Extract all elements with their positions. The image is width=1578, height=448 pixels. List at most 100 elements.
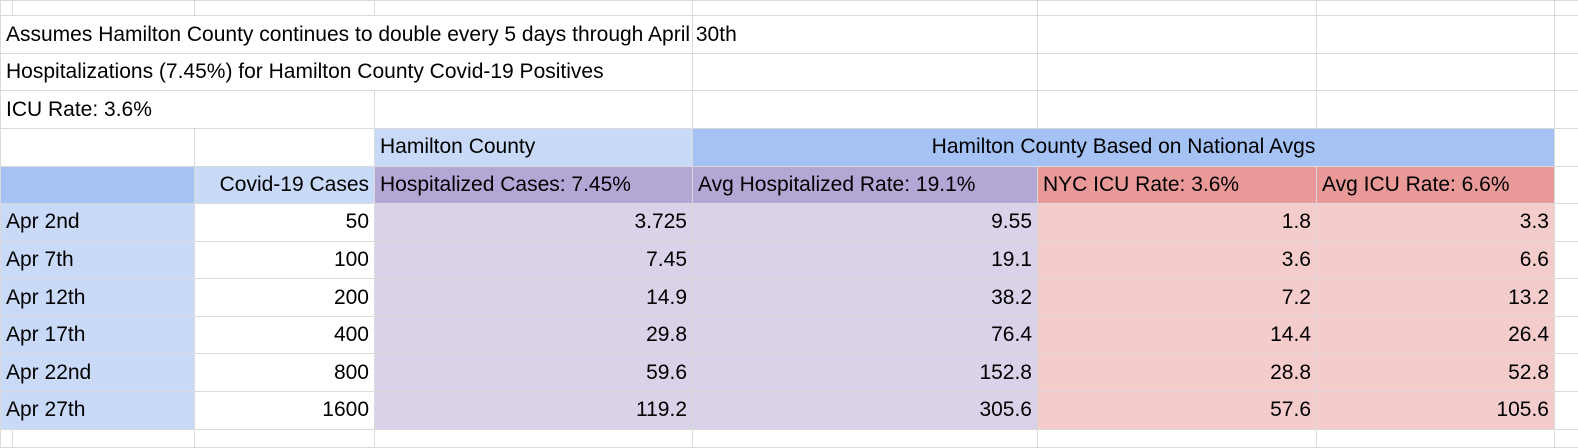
row-date[interactable]: Apr 7th [0, 240, 195, 280]
cell[interactable] [1554, 203, 1578, 242]
table-row: Apr 2nd 50 3.725 9.55 1.8 3.3 [0, 203, 1578, 242]
cell[interactable] [1316, 0, 1555, 17]
table-row: Apr 27th 1600 119.2 305.6 57.6 105.6 [0, 391, 1578, 430]
cell-avg-hospitalized[interactable]: 152.8 [692, 353, 1038, 393]
note-hospitalization-rate[interactable]: Hospitalizations (7.45%) for Hamilton Co… [0, 52, 693, 92]
cell-covid-cases[interactable]: 50 [194, 203, 375, 242]
cell[interactable] [1037, 0, 1317, 17]
sheet-row-blank-bottom [0, 428, 1578, 448]
cell[interactable] [1554, 315, 1578, 355]
cell[interactable] [194, 0, 375, 17]
cell-covid-cases[interactable]: 1600 [194, 391, 375, 430]
cell[interactable] [1316, 90, 1555, 129]
cell[interactable] [1554, 240, 1578, 280]
cell-covid-cases[interactable]: 100 [194, 240, 375, 280]
note-icu-rate[interactable]: ICU Rate: 3.6% [0, 90, 375, 129]
cell-covid-cases[interactable]: 400 [194, 315, 375, 355]
sheet-row-note-1: Assumes Hamilton County continues to dou… [0, 15, 1578, 54]
cell[interactable] [692, 90, 1038, 129]
cell[interactable] [12, 0, 195, 17]
header-covid-cases[interactable]: Covid-19 Cases [194, 165, 375, 205]
cell[interactable] [12, 428, 195, 448]
cell-nyc-icu[interactable]: 3.6 [1037, 240, 1317, 280]
cell[interactable] [1554, 90, 1578, 129]
cell[interactable] [194, 428, 375, 448]
cell-avg-icu[interactable]: 3.3 [1316, 203, 1555, 242]
cell-hospitalized[interactable]: 3.725 [374, 203, 693, 242]
row-date[interactable]: Apr 2nd [0, 203, 195, 242]
cell[interactable] [692, 428, 1038, 448]
cell[interactable] [1554, 0, 1578, 17]
cell-avg-icu[interactable]: 52.8 [1316, 353, 1555, 393]
table-row: Apr 17th 400 29.8 76.4 14.4 26.4 [0, 315, 1578, 355]
cell-avg-hospitalized[interactable]: 38.2 [692, 278, 1038, 317]
header-avg-icu-rate[interactable]: Avg ICU Rate: 6.6% [1316, 165, 1555, 205]
cell-avg-icu[interactable]: 13.2 [1316, 278, 1555, 317]
row-date[interactable]: Apr 12th [0, 278, 195, 317]
cell[interactable] [692, 52, 1038, 92]
cell-covid-cases[interactable]: 200 [194, 278, 375, 317]
cell[interactable] [1554, 278, 1578, 317]
header-date-column[interactable] [0, 165, 195, 205]
cell[interactable] [374, 90, 693, 129]
cell-avg-hospitalized[interactable]: 9.55 [692, 203, 1038, 242]
header-avg-hospitalized-rate[interactable]: Avg Hospitalized Rate: 19.1% [692, 165, 1038, 205]
table-row: Apr 22nd 800 59.6 152.8 28.8 52.8 [0, 353, 1578, 393]
table-row: Apr 12th 200 14.9 38.2 7.2 13.2 [0, 278, 1578, 317]
cell[interactable] [374, 0, 693, 17]
header-hospitalized-cases[interactable]: Hospitalized Cases: 7.45% [374, 165, 693, 205]
cell-hospitalized[interactable]: 29.8 [374, 315, 693, 355]
cell-nyc-icu[interactable]: 57.6 [1037, 391, 1317, 430]
cell[interactable] [1037, 428, 1317, 448]
row-date[interactable]: Apr 22nd [0, 353, 195, 393]
cell[interactable] [692, 15, 1038, 54]
group-header-national-avgs[interactable]: Hamilton County Based on National Avgs [692, 127, 1555, 167]
cell-nyc-icu[interactable]: 1.8 [1037, 203, 1317, 242]
cell-hospitalized[interactable]: 119.2 [374, 391, 693, 430]
sheet-row-group-headers: Hamilton County Hamilton County Based on… [0, 127, 1578, 167]
cell-nyc-icu[interactable]: 7.2 [1037, 278, 1317, 317]
sheet-row-blank-top [0, 0, 1578, 17]
cell-avg-icu[interactable]: 6.6 [1316, 240, 1555, 280]
cell-hospitalized[interactable]: 7.45 [374, 240, 693, 280]
cell[interactable] [1554, 165, 1578, 205]
cell-hospitalized[interactable]: 59.6 [374, 353, 693, 393]
cell[interactable] [1554, 127, 1578, 167]
row-date[interactable]: Apr 17th [0, 315, 195, 355]
cell-nyc-icu[interactable]: 28.8 [1037, 353, 1317, 393]
cell-avg-icu[interactable]: 26.4 [1316, 315, 1555, 355]
sheet-row-note-3: ICU Rate: 3.6% [0, 90, 1578, 129]
cell[interactable] [1037, 15, 1317, 54]
cell[interactable] [0, 428, 13, 448]
row-date[interactable]: Apr 27th [0, 391, 195, 430]
cell-hospitalized[interactable]: 14.9 [374, 278, 693, 317]
cell-avg-hospitalized[interactable]: 76.4 [692, 315, 1038, 355]
cell[interactable] [1554, 15, 1578, 54]
group-header-hamilton-county[interactable]: Hamilton County [374, 127, 693, 167]
cell[interactable] [1554, 391, 1578, 430]
cell-avg-hospitalized[interactable]: 19.1 [692, 240, 1038, 280]
note-doubling-assumption[interactable]: Assumes Hamilton County continues to dou… [0, 15, 737, 54]
sheet-row-note-2: Hospitalizations (7.45%) for Hamilton Co… [0, 52, 1578, 92]
cell-covid-cases[interactable]: 800 [194, 353, 375, 393]
cell[interactable] [0, 0, 13, 17]
cell[interactable] [1554, 52, 1578, 92]
cell[interactable] [692, 0, 1038, 17]
cell[interactable] [1037, 90, 1317, 129]
cell-avg-hospitalized[interactable]: 305.6 [692, 391, 1038, 430]
cell[interactable] [194, 127, 375, 167]
cell[interactable] [0, 127, 195, 167]
cell[interactable] [374, 428, 693, 448]
sheet-row-column-headers: Covid-19 Cases Hospitalized Cases: 7.45%… [0, 165, 1578, 205]
cell[interactable] [1316, 52, 1555, 92]
table-row: Apr 7th 100 7.45 19.1 3.6 6.6 [0, 240, 1578, 280]
cell[interactable] [1037, 52, 1317, 92]
cell[interactable] [1554, 428, 1578, 448]
cell[interactable] [1316, 15, 1555, 54]
cell[interactable] [1554, 353, 1578, 393]
header-nyc-icu-rate[interactable]: NYC ICU Rate: 3.6% [1037, 165, 1317, 205]
cell[interactable] [1316, 428, 1555, 448]
cell-nyc-icu[interactable]: 14.4 [1037, 315, 1317, 355]
cell-avg-icu[interactable]: 105.6 [1316, 391, 1555, 430]
